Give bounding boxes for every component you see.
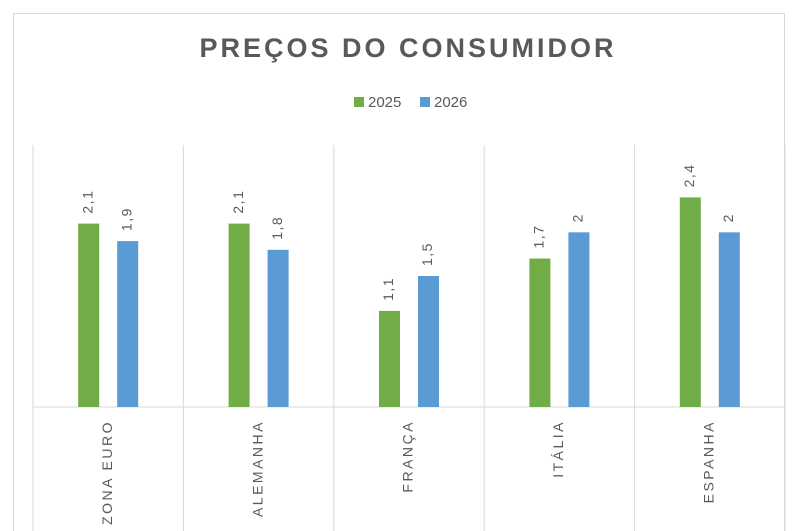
x-tick-label: FRANÇA — [400, 420, 416, 493]
chart-title: PREÇOS DO CONSUMIDOR — [199, 33, 616, 63]
x-tick-label: ZONA EURO — [99, 420, 115, 525]
value-label: 1,7 — [531, 225, 547, 249]
chart-border — [13, 13, 785, 531]
legend-label: 2026 — [434, 94, 467, 111]
bar — [379, 310, 400, 407]
legend-swatch — [420, 97, 430, 107]
value-label: 1,9 — [118, 207, 134, 231]
x-tick-label: ESPANHA — [701, 420, 717, 503]
bar — [718, 232, 740, 407]
bar — [679, 197, 701, 407]
value-label: 1,1 — [380, 277, 396, 301]
bar — [117, 241, 139, 407]
bar — [78, 223, 100, 407]
bar — [568, 232, 590, 407]
bar — [418, 276, 439, 407]
x-tick-label: ALEMANHA — [249, 420, 265, 517]
bar — [267, 249, 289, 407]
x-tick-label: ITÁLIA — [550, 420, 566, 478]
legend-swatch — [354, 97, 364, 107]
value-label: 2 — [570, 213, 586, 222]
value-label: 2 — [720, 213, 736, 222]
legend-label: 2025 — [368, 94, 401, 111]
value-label: 2,1 — [230, 190, 246, 214]
value-label: 2,1 — [79, 190, 95, 214]
bar — [529, 258, 551, 407]
value-label: 2,4 — [681, 163, 697, 187]
bar — [228, 223, 250, 407]
value-label: 1,8 — [269, 216, 285, 240]
value-label: 1,5 — [419, 242, 435, 266]
